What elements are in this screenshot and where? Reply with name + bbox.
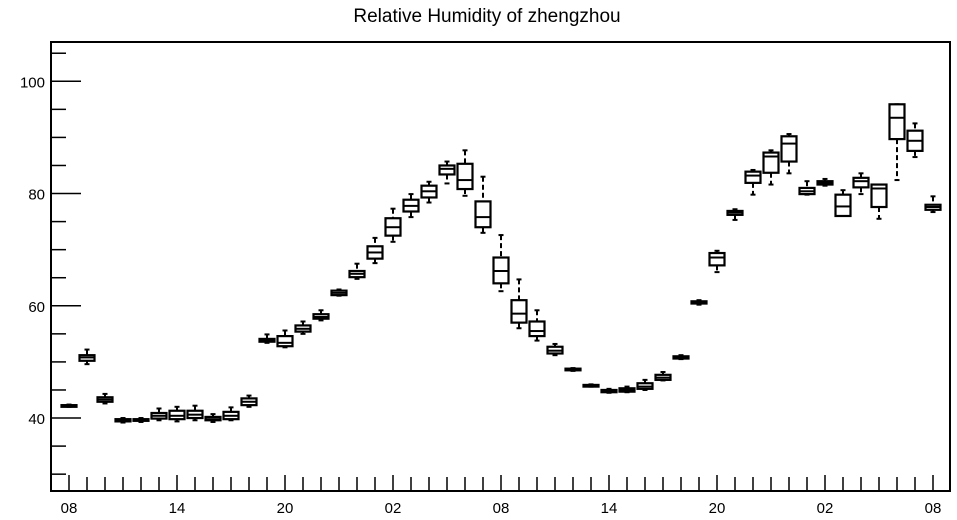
box (276, 334, 294, 348)
box-item (690, 299, 708, 306)
x-axis: 08 14 20 02 08 14 20 02 08 (61, 475, 942, 517)
box-item (384, 207, 402, 243)
box (780, 135, 798, 163)
x-tick-label: 14 (169, 500, 186, 517)
box-item (870, 183, 888, 220)
box-item (654, 371, 672, 382)
y-tick-label: 80 (28, 187, 45, 204)
box-item (186, 404, 204, 422)
chart-title: Relative Humidity of zhengzhou (353, 6, 620, 27)
box-item (402, 193, 420, 219)
box-item (762, 149, 780, 186)
box-item (546, 342, 564, 357)
box-item (222, 406, 240, 422)
box-item (438, 160, 456, 185)
box-item (420, 180, 438, 204)
box-item (780, 133, 798, 175)
box (852, 176, 870, 189)
x-tick-label: 14 (601, 500, 618, 517)
x-tick-label: 02 (385, 500, 402, 517)
box-item (510, 278, 528, 330)
box (762, 151, 780, 174)
box-series (60, 103, 942, 424)
box (528, 320, 546, 338)
box-item (348, 262, 366, 280)
box-item (636, 378, 654, 391)
box-item (906, 122, 924, 159)
box (474, 200, 492, 229)
box-item (816, 177, 834, 187)
box-item (258, 333, 276, 344)
box-item (366, 236, 384, 265)
box (888, 103, 906, 141)
box (456, 162, 474, 191)
box-item (618, 385, 636, 394)
x-tick-label: 20 (277, 500, 294, 517)
box (744, 170, 762, 184)
box-item (60, 403, 78, 408)
box-item (132, 417, 150, 423)
box-item (726, 208, 744, 221)
box-item (114, 417, 132, 424)
x-tick-label: 08 (61, 500, 78, 517)
box-item (600, 387, 618, 394)
box-item (276, 329, 294, 349)
box-item (96, 392, 114, 405)
box-item (492, 234, 510, 293)
y-axis: 40 60 80 100 (20, 52, 81, 475)
x-tick-label: 02 (817, 500, 834, 517)
box-item (204, 413, 222, 423)
box-item (330, 288, 348, 297)
box-item (708, 249, 726, 274)
box-item (168, 405, 186, 423)
y-tick-label: 60 (28, 299, 45, 316)
box-item (474, 175, 492, 234)
y-tick-label: 40 (28, 411, 45, 428)
y-tick-label: 100 (20, 74, 45, 91)
box-item (852, 172, 870, 196)
box-item (744, 168, 762, 196)
box-item (924, 195, 942, 214)
x-tick-label: 08 (925, 500, 942, 517)
box (438, 164, 456, 176)
box-item (294, 320, 312, 335)
x-tick-label: 08 (493, 500, 510, 517)
box-item (798, 180, 816, 196)
box-item (564, 367, 582, 372)
box (510, 299, 528, 324)
box-item (528, 309, 546, 342)
box-item (240, 394, 258, 408)
box-item (672, 354, 690, 361)
box-item (834, 189, 852, 218)
box-item (312, 309, 330, 322)
box-item (582, 383, 600, 388)
x-tick-label: 20 (709, 500, 726, 517)
box-item (78, 348, 96, 366)
box (834, 193, 852, 218)
box (870, 183, 888, 209)
box (708, 251, 726, 267)
box-item (456, 149, 474, 197)
box-item (888, 103, 906, 182)
box-item (150, 407, 168, 422)
